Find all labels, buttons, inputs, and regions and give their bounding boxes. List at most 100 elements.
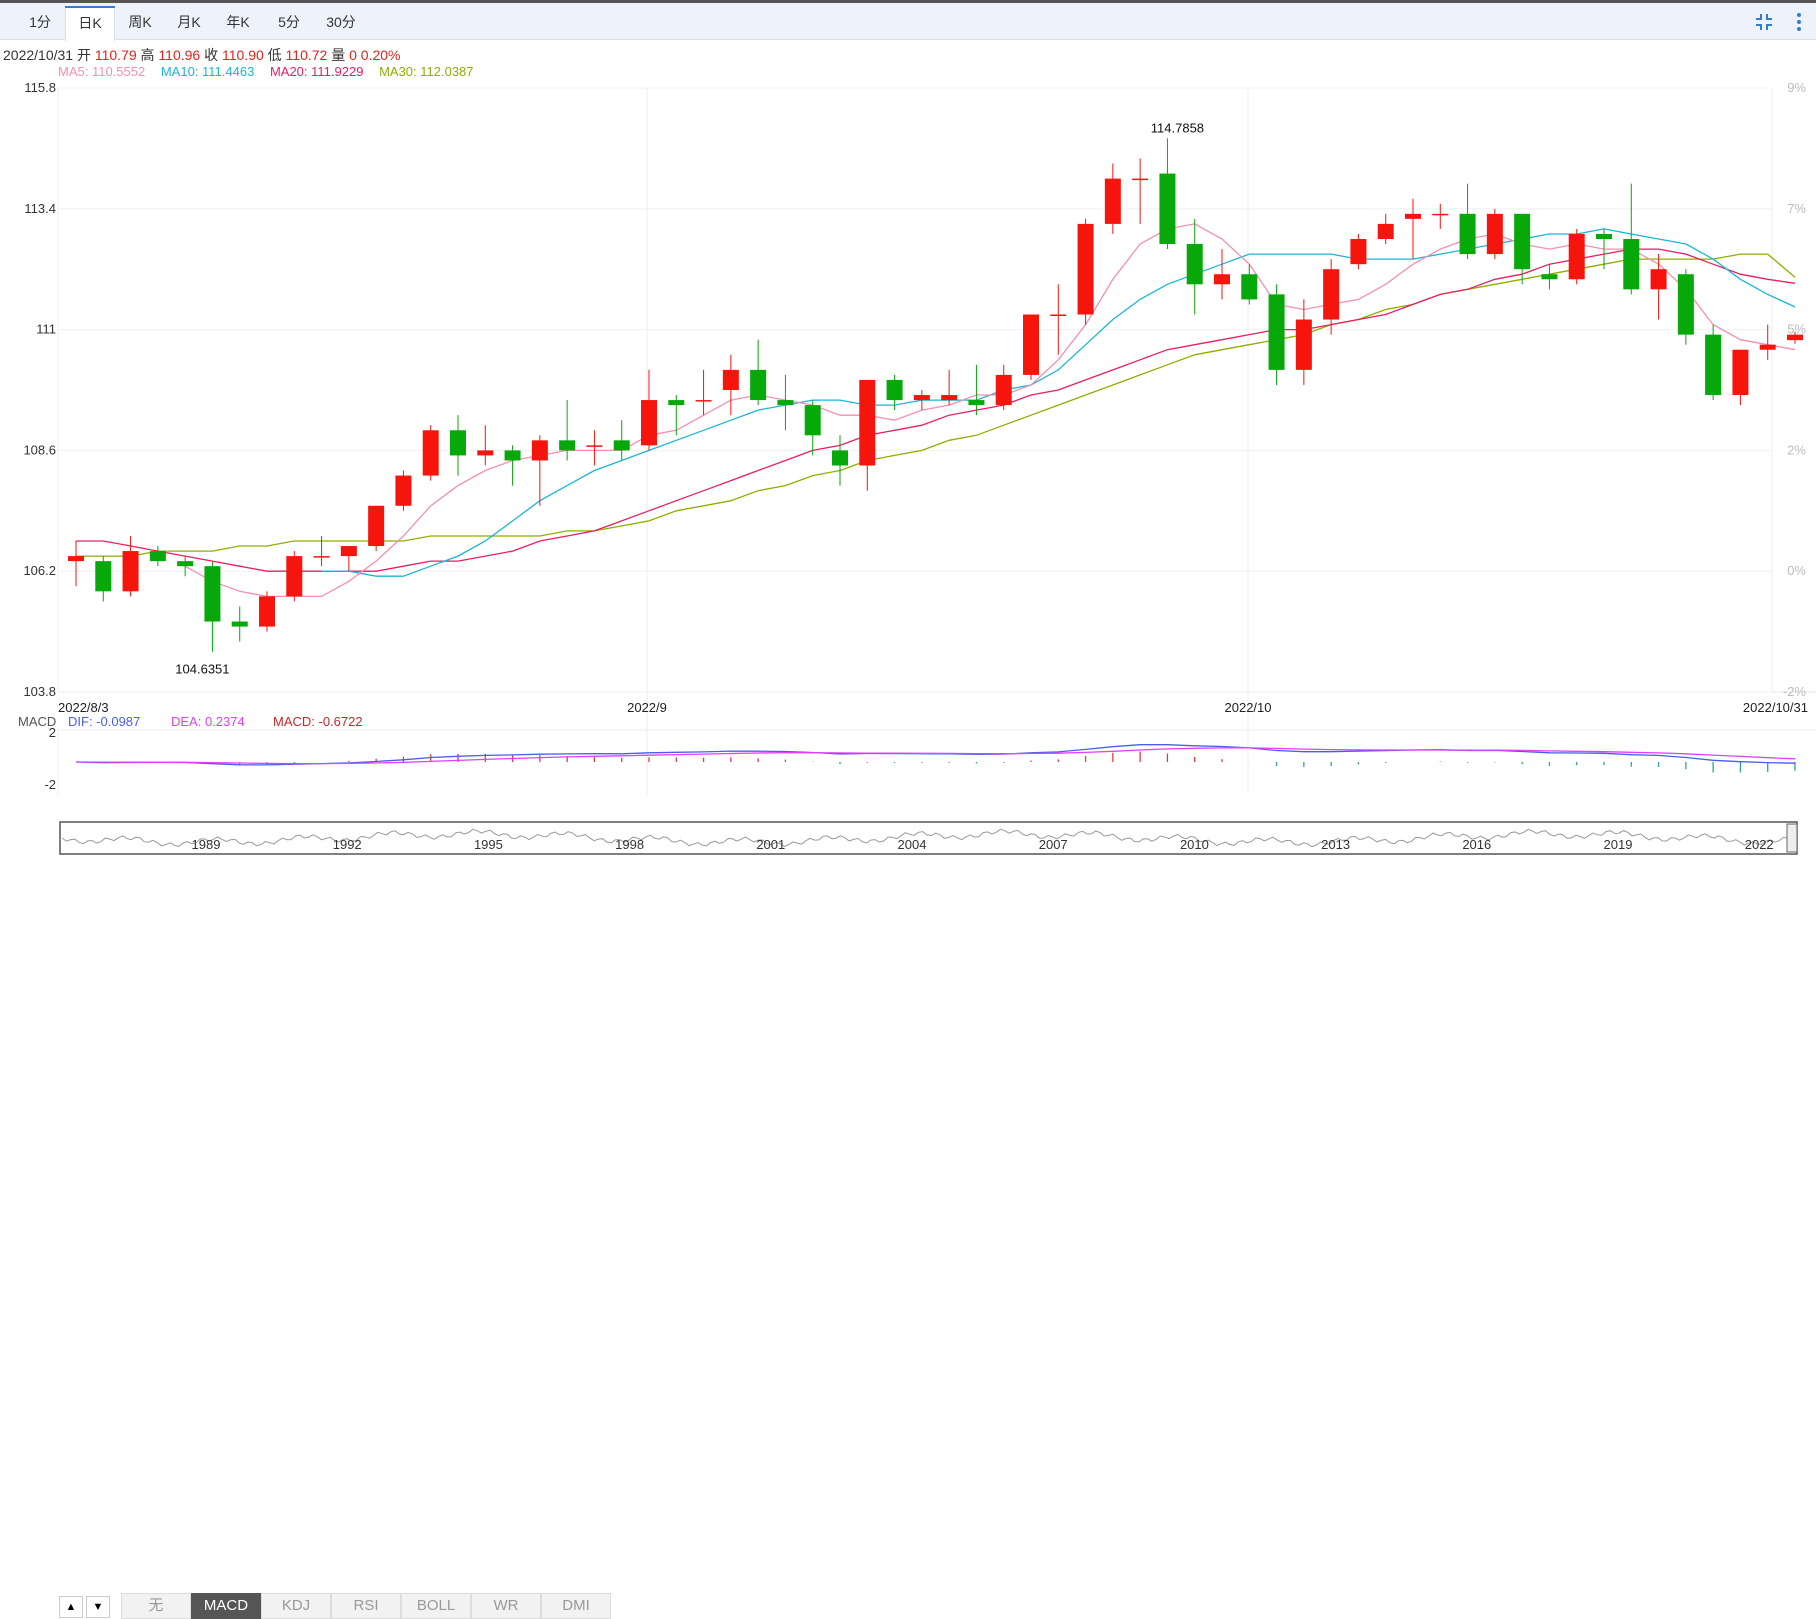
ma-legend: MA5: 110.5552 MA10: 111.4463 MA20: 111.9… [58, 64, 486, 79]
navigator-tick-label: 1992 [333, 837, 362, 852]
candle [1159, 138, 1176, 250]
candle [1568, 228, 1585, 285]
low-price-label: 104.6351 [175, 662, 229, 677]
x-tick-label: 2022/10/31 [1743, 700, 1808, 715]
tab-0[interactable]: 1分 [29, 14, 51, 30]
candle-body [204, 566, 221, 622]
tab-6[interactable]: 30分 [326, 14, 356, 30]
candle [559, 400, 576, 461]
candle [1705, 324, 1722, 401]
candle-body [1295, 319, 1312, 370]
candle [1787, 331, 1803, 344]
range-navigator[interactable]: 1989 1992 1995 1998 2001 2004 2007 2010 2013 2016… [0, 820, 1816, 880]
ma30-legend: MA30: 112.0387 [379, 64, 474, 79]
candle [313, 535, 330, 567]
candle [1432, 203, 1449, 229]
y-tick-label: 108.6 [23, 442, 56, 457]
candle-body [641, 400, 657, 446]
candle-body [422, 430, 439, 476]
candle-body [1650, 269, 1667, 290]
top-border [0, 0, 1816, 3]
x-tick-label: 2022/9 [627, 700, 667, 715]
macd-legend: MACD DIF: -0.0987 DEA: 0.2374 MACD: -0.6722 [18, 714, 363, 729]
tab-2[interactable]: 周K [128, 14, 152, 30]
candle-body [1241, 274, 1258, 300]
candle-body [613, 440, 630, 451]
tab-1[interactable]: 日K [65, 6, 115, 41]
candle [1486, 208, 1503, 260]
candle [340, 546, 357, 572]
ma10-legend: MA10: 111.4463 [160, 64, 255, 79]
candle [1650, 254, 1667, 320]
candle-body [804, 405, 821, 436]
low-label: 低 [267, 47, 282, 63]
macd-legend-item: MACD [18, 714, 56, 729]
candle [1541, 264, 1558, 290]
ohlc-info-bar: 2022/10/31 开 110.79 高 110.96 收 110.90 低 … [3, 45, 401, 65]
tab-4[interactable]: 年K [226, 14, 250, 30]
dea-line [75, 747, 1796, 765]
y-tick-label: 103.8 [23, 684, 56, 699]
candle [1077, 218, 1094, 325]
navigator-tick-label: 1998 [615, 837, 644, 852]
indicator-boll[interactable]: BOLL [401, 1593, 471, 1619]
pct-tick-label: 5% [1787, 322, 1806, 337]
candle-body [231, 621, 248, 627]
scroll-up-button[interactable]: ▲ [59, 1596, 83, 1618]
candle [1023, 314, 1039, 380]
candle-body [886, 379, 903, 401]
more-vertical-icon[interactable] [1788, 11, 1810, 33]
candle [695, 369, 712, 416]
tab-5[interactable]: 5分 [278, 14, 300, 30]
indicator-rsi[interactable]: RSI [331, 1593, 401, 1619]
candle-body [668, 400, 685, 406]
collapse-icon[interactable] [1753, 11, 1775, 33]
candle [722, 354, 739, 416]
navigator-tick-label: 2019 [1604, 837, 1633, 852]
candle [1268, 284, 1285, 385]
x-tick-label: 2022/10 [1225, 700, 1272, 715]
indicator-kdj[interactable]: KDJ [261, 1593, 331, 1619]
ma10-line [321, 228, 1796, 577]
macd-y-tick-label: 2 [49, 725, 56, 740]
candle [531, 435, 548, 506]
pct-tick-label: -2% [1783, 684, 1807, 699]
candle [149, 546, 166, 567]
candle [1132, 158, 1149, 224]
volume-value: 0 [349, 47, 357, 63]
ohlc-date: 2022/10/31 [3, 47, 74, 63]
indicator-dmi[interactable]: DMI [541, 1593, 611, 1619]
candle-body [1432, 213, 1449, 216]
candle-body [177, 561, 194, 567]
y-tick-label: 113.4 [24, 201, 56, 216]
candle [913, 390, 930, 411]
candle-body [722, 369, 739, 390]
navigator-tick-label: 2010 [1180, 837, 1209, 852]
navigator-tick-label: 1995 [474, 837, 503, 852]
ma30-line [76, 253, 1796, 557]
candle [1214, 249, 1230, 300]
candle-body [1459, 213, 1476, 255]
scroll-down-button[interactable]: ▼ [86, 1596, 110, 1618]
candle-body [1623, 239, 1640, 290]
candle [668, 395, 685, 436]
candle [1104, 163, 1121, 234]
candle-body [340, 546, 357, 557]
candle-body [1050, 314, 1067, 316]
macd-legend-item: DIF: -0.0987 [68, 714, 140, 729]
candle-body [1350, 239, 1367, 265]
candle-body [1677, 274, 1694, 335]
candle [231, 606, 248, 642]
candle-body [777, 400, 794, 406]
candle [1732, 349, 1749, 406]
indicator-macd[interactable]: MACD [191, 1593, 261, 1619]
candle-body [477, 450, 494, 456]
tab-3[interactable]: 月K [177, 14, 201, 30]
candle [1323, 259, 1340, 335]
candle-body [1787, 334, 1803, 341]
indicator-无[interactable]: 无 [121, 1593, 191, 1619]
indicator-wr[interactable]: WR [471, 1593, 541, 1619]
candle [1377, 213, 1394, 245]
candle-body [559, 440, 576, 451]
kline-chart[interactable]: 115.8 113.4 111 108.6 106.2 103.8 9% 7% 5% 2% 0% -2… [0, 0, 1816, 800]
